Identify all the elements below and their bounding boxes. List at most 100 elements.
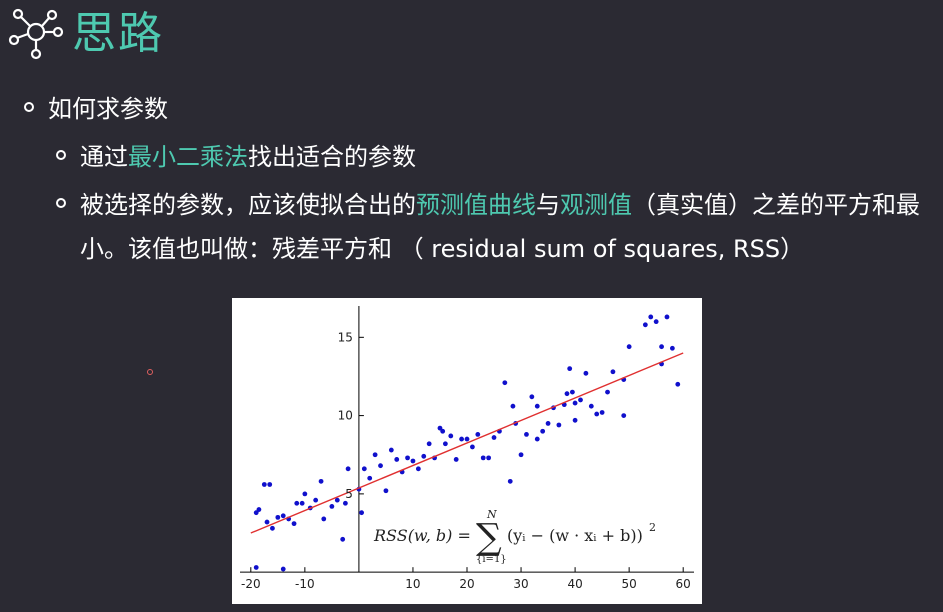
formula-lower: {i=1} bbox=[476, 554, 507, 565]
data-point bbox=[642, 322, 648, 328]
data-point bbox=[610, 369, 616, 375]
data-point bbox=[594, 411, 600, 417]
scatter-chart: -20 -10 10 20 30 40 50 60 5 10 15 RSS(w, b) = ∑ N … bbox=[232, 298, 702, 604]
data-point bbox=[675, 381, 681, 387]
data-point bbox=[578, 397, 583, 403]
data-point bbox=[361, 466, 367, 472]
bullet-rss-definition: 被选择的参数，应该使拟合出的预测值曲线与观测值（真实值）之差的平方和最小。该值也… bbox=[56, 183, 941, 271]
data-point bbox=[524, 431, 529, 437]
x-tick-label: 30 bbox=[513, 577, 528, 591]
data-point bbox=[569, 389, 575, 395]
decorative-dot bbox=[147, 369, 153, 375]
data-point bbox=[421, 453, 427, 459]
data-point bbox=[253, 510, 259, 516]
data-point bbox=[475, 431, 481, 437]
data-point bbox=[299, 500, 305, 506]
data-point bbox=[502, 380, 508, 386]
data-point bbox=[599, 410, 605, 415]
data-point bbox=[359, 510, 365, 516]
data-point bbox=[653, 319, 659, 325]
data-point bbox=[564, 391, 570, 397]
data-point bbox=[510, 403, 516, 409]
data-point bbox=[442, 441, 448, 447]
x-tick-label: 10 bbox=[405, 577, 420, 591]
data-point bbox=[261, 482, 267, 487]
formula-lhs: RSS(w, b) = bbox=[373, 526, 471, 545]
x-tick-label: -20 bbox=[241, 577, 261, 591]
x-tick-label: 20 bbox=[459, 577, 474, 591]
data-point bbox=[464, 436, 470, 442]
data-point bbox=[518, 452, 524, 458]
data-point bbox=[329, 504, 335, 509]
data-point bbox=[440, 428, 446, 434]
data-point bbox=[507, 478, 513, 484]
data-point bbox=[302, 491, 308, 497]
bullet-circle-icon bbox=[56, 150, 66, 160]
data-point bbox=[270, 525, 275, 531]
data-point bbox=[470, 444, 475, 450]
data-point bbox=[280, 513, 286, 519]
data-point bbox=[659, 344, 664, 350]
y-tick-label: 15 bbox=[338, 330, 353, 344]
data-point bbox=[588, 403, 594, 409]
data-point bbox=[545, 421, 551, 426]
data-point bbox=[626, 344, 632, 350]
data-point bbox=[334, 497, 340, 503]
data-point bbox=[540, 428, 546, 434]
data-point bbox=[383, 488, 389, 494]
data-point bbox=[313, 497, 319, 503]
formula-power: 2 bbox=[649, 521, 656, 534]
data-point bbox=[534, 436, 540, 442]
data-point bbox=[340, 536, 346, 542]
highlight-least-squares: 最小二乘法 bbox=[128, 143, 248, 171]
bullet-least-squares: 通过最小二乘法找出适合的参数 bbox=[56, 135, 416, 179]
data-point bbox=[294, 500, 300, 506]
data-point bbox=[345, 466, 351, 472]
data-point bbox=[605, 389, 610, 395]
data-point bbox=[410, 458, 416, 464]
data-point bbox=[256, 507, 262, 512]
data-point bbox=[567, 366, 573, 372]
data-point bbox=[405, 455, 410, 461]
data-point bbox=[664, 314, 670, 320]
data-point bbox=[453, 457, 459, 462]
data-point bbox=[491, 435, 497, 440]
data-point bbox=[669, 345, 675, 351]
data-point bbox=[372, 452, 378, 458]
data-point bbox=[621, 413, 627, 418]
bullet-text: 如何求参数 bbox=[48, 95, 168, 123]
data-point bbox=[367, 475, 373, 481]
bullet-circle-icon bbox=[56, 198, 66, 208]
data-point bbox=[486, 455, 492, 461]
x-tick-label: -10 bbox=[295, 577, 315, 591]
data-point bbox=[534, 403, 540, 409]
formula-sigma: ∑ bbox=[476, 517, 502, 558]
data-point bbox=[480, 455, 486, 461]
y-tick-label: 10 bbox=[338, 409, 353, 423]
data-point bbox=[267, 482, 273, 487]
y-tick-label: 5 bbox=[345, 487, 353, 501]
data-point bbox=[426, 441, 432, 447]
data-point bbox=[318, 478, 324, 484]
network-icon bbox=[8, 8, 64, 60]
highlight-observed-values: 观测值 bbox=[560, 191, 632, 219]
data-point bbox=[388, 447, 394, 453]
formula-body: (yᵢ − (w · xᵢ + b)) bbox=[507, 526, 643, 545]
data-point bbox=[648, 314, 654, 320]
data-point bbox=[572, 400, 578, 406]
data-point bbox=[459, 436, 464, 442]
bullet-circle-icon bbox=[24, 102, 34, 112]
formula-upper: N bbox=[486, 508, 497, 521]
bullet-text: 通过最小二乘法找出适合的参数 bbox=[80, 143, 416, 171]
data-point bbox=[572, 417, 578, 423]
data-point bbox=[448, 433, 454, 439]
data-point bbox=[529, 394, 535, 400]
data-point bbox=[583, 370, 589, 376]
x-tick-label: 40 bbox=[567, 577, 582, 591]
x-tick-label: 50 bbox=[622, 577, 637, 591]
bullet-text: 被选择的参数，应该使拟合出的预测值曲线与观测值（真实值）之差的平方和最小。该值也… bbox=[80, 191, 920, 263]
data-point bbox=[321, 516, 327, 522]
bullet-how-to-find-params: 如何求参数 bbox=[24, 87, 168, 131]
data-point bbox=[394, 457, 400, 462]
